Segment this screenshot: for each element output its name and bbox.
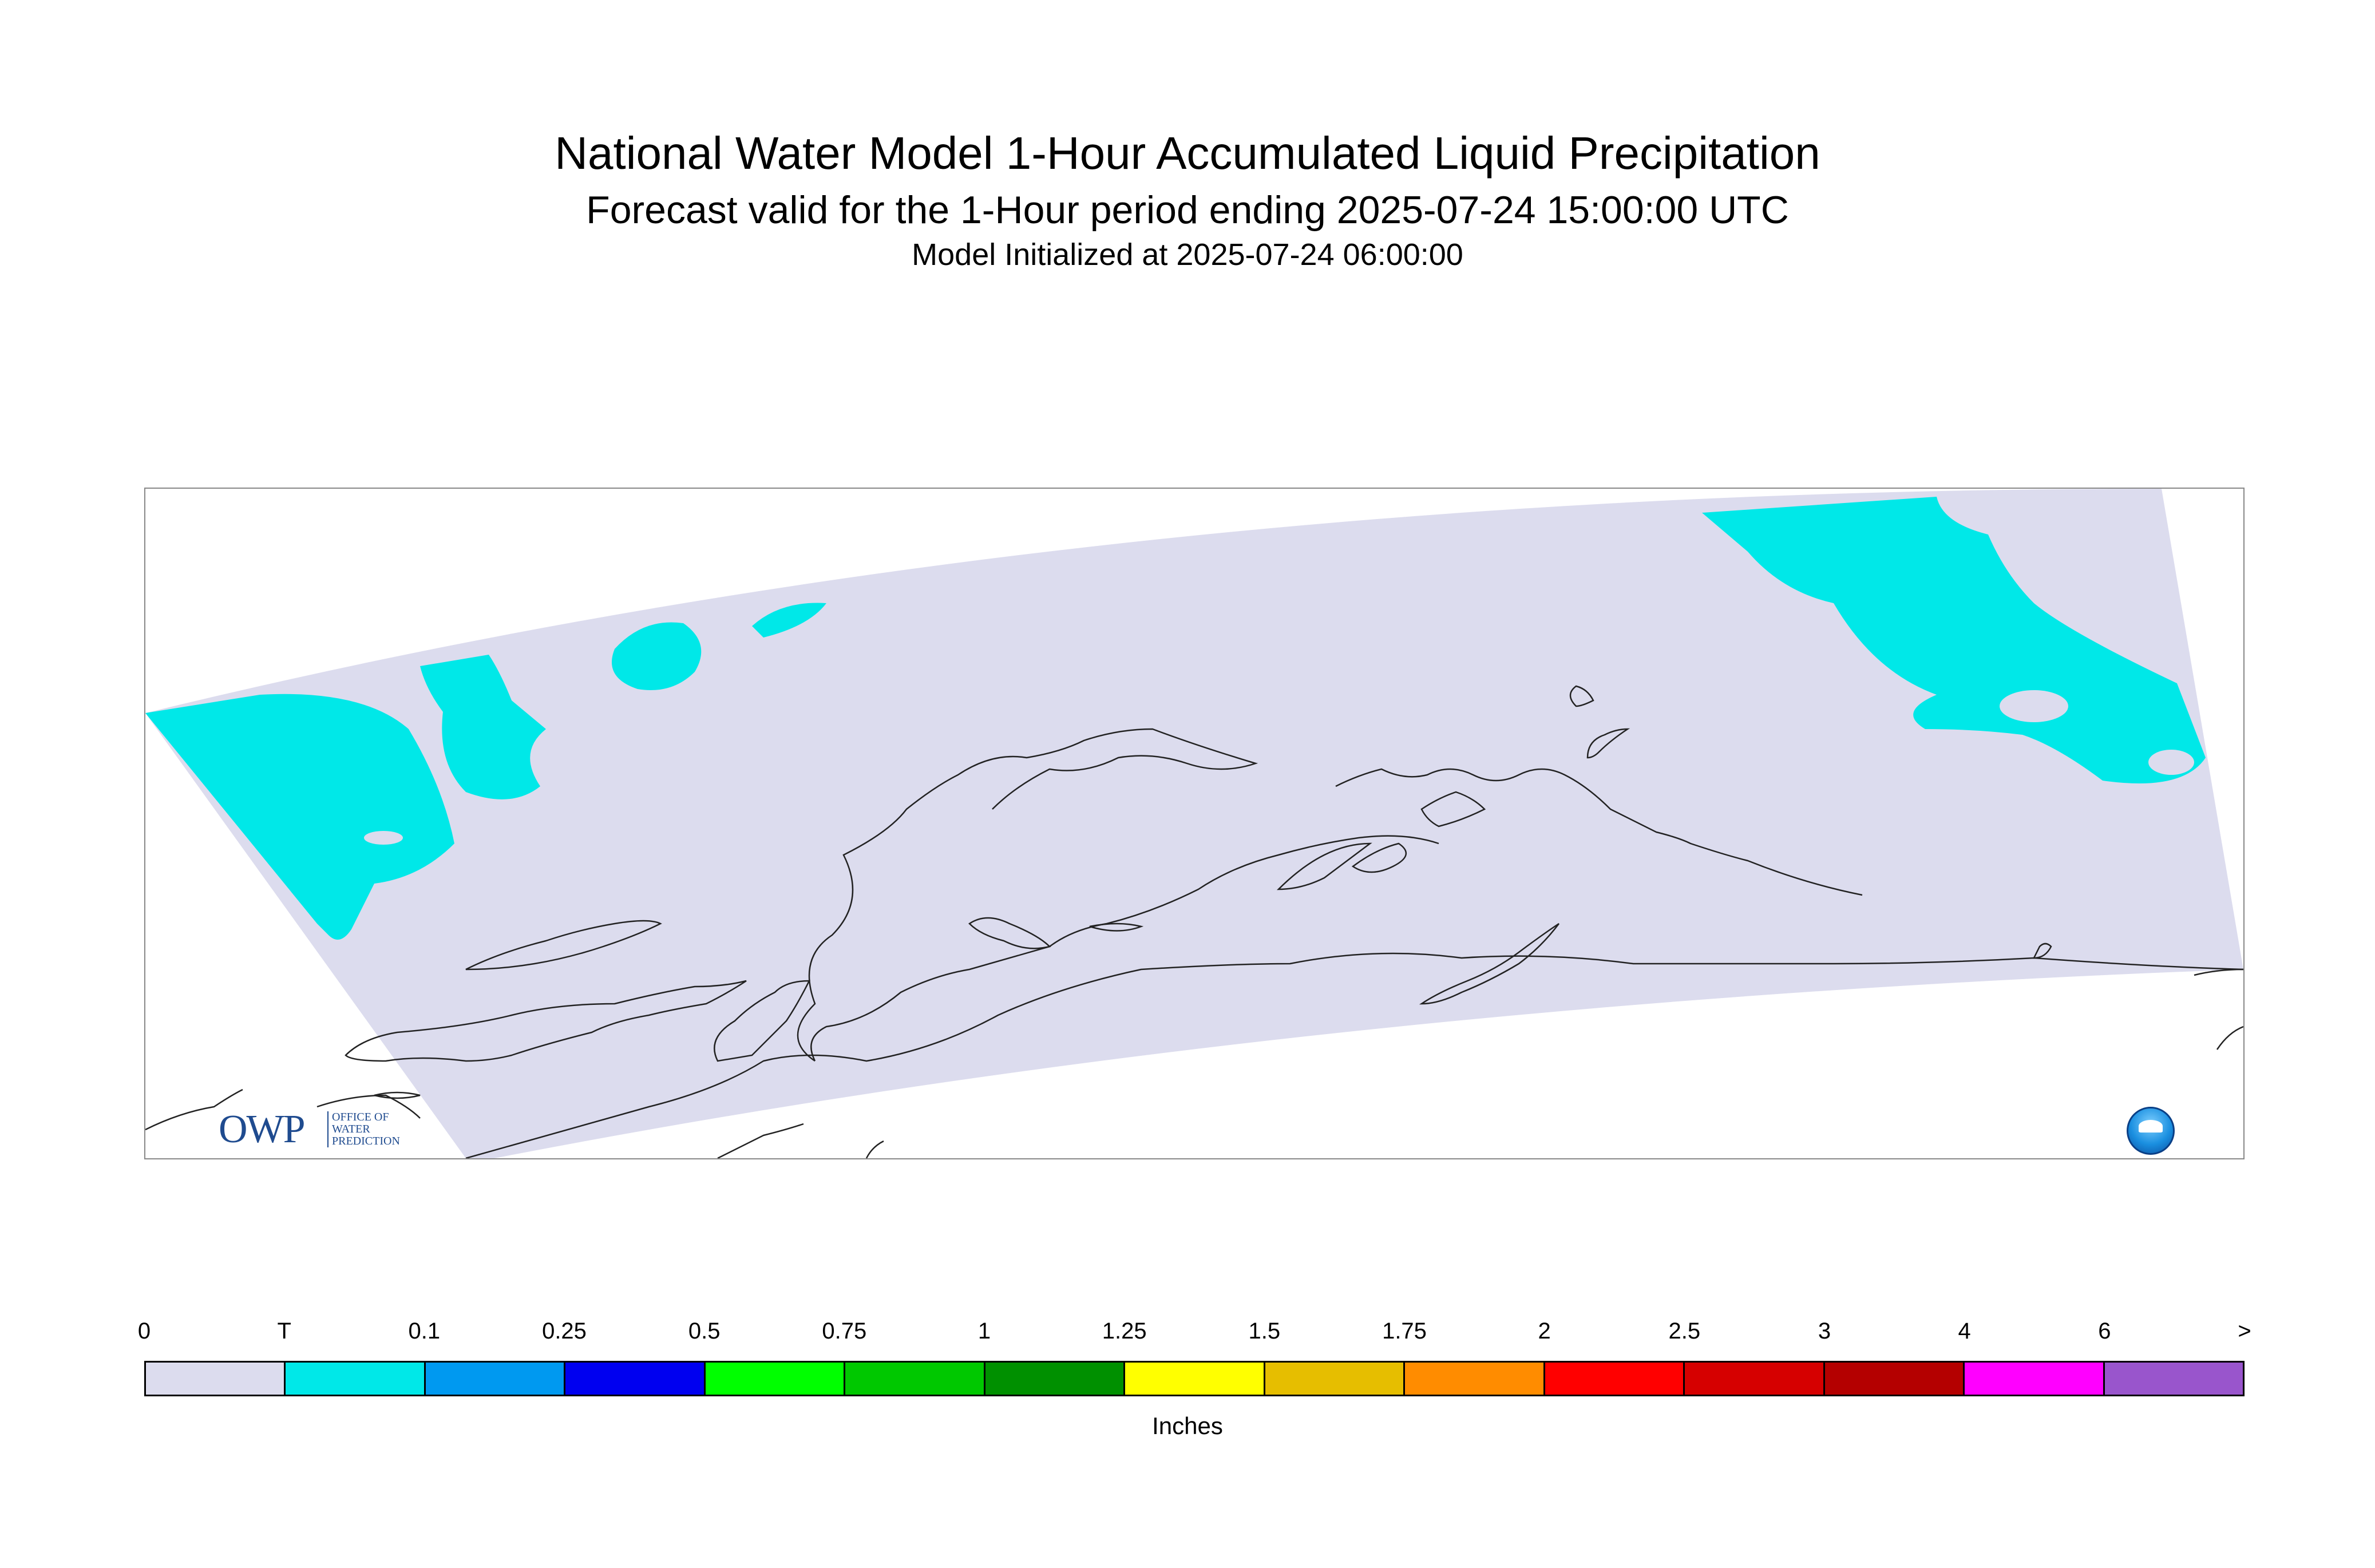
precip-area-blob-1 — [612, 622, 702, 690]
legend-tick-label: 0.1 — [408, 1318, 441, 1344]
owp-logo-mark: OWP — [219, 1107, 306, 1151]
legend-tick-label: 0.5 — [688, 1318, 721, 1344]
legend-tick-label: 1.5 — [1248, 1318, 1281, 1344]
legend-tick-label: 1 — [977, 1318, 991, 1344]
legend-swatch-5 — [845, 1363, 985, 1395]
noaa-logo-icon — [2127, 1107, 2175, 1155]
legend-tick-label: 1.75 — [1382, 1318, 1427, 1344]
precip-area-bristol — [420, 655, 546, 799]
coastlines — [145, 685, 2243, 1158]
precip-area-west — [145, 694, 454, 940]
legend-tick-label: 1.25 — [1102, 1318, 1147, 1344]
legend-swatch-0 — [146, 1363, 286, 1395]
owp-logo: OWP OFFICE OF WATER PREDICTION — [219, 1108, 425, 1151]
legend-tick-label: T — [277, 1318, 291, 1344]
legend-tick-label: 2.5 — [1668, 1318, 1701, 1344]
legend-swatch-12 — [1824, 1363, 1965, 1395]
page-title: National Water Model 1-Hour Accumulated … — [555, 128, 1820, 179]
precip-areas — [145, 497, 2206, 940]
legend-swatch-11 — [1685, 1363, 1825, 1395]
legend-swatch-7 — [1125, 1363, 1265, 1395]
model-init-line: Model Initialized at 2025-07-24 06:00:00 — [912, 237, 1463, 272]
legend-swatch-6 — [985, 1363, 1126, 1395]
precipitation-map: OWP OFFICE OF WATER PREDICTION — [144, 488, 2245, 1159]
legend-swatch-14 — [2104, 1363, 2243, 1395]
legend-swatch-3 — [565, 1363, 706, 1395]
legend-swatch-8 — [1265, 1363, 1406, 1395]
legend-swatch-4 — [705, 1363, 846, 1395]
legend-swatch-13 — [1965, 1363, 2105, 1395]
legend-tick-label: 6 — [2098, 1318, 2111, 1344]
legend-tick-label: 0.75 — [822, 1318, 867, 1344]
owp-logo-subtext: OFFICE OF WATER PREDICTION — [327, 1111, 400, 1147]
legend-swatch-10 — [1545, 1363, 1685, 1395]
legend-tick-label: > — [2238, 1318, 2251, 1344]
legend-tick-label: 2 — [1538, 1318, 1551, 1344]
legend-labels: 0 T 0.1 0.25 0.5 0.75 1 1.25 1.5 1.75 2 2.5 3 4 6 > — [0, 1318, 2375, 1353]
legend-swatch-1 — [286, 1363, 426, 1395]
map-canvas — [145, 489, 2243, 1158]
forecast-valid-subtitle: Forecast valid for the 1-Hour period end… — [586, 188, 1789, 232]
legend-units-label: Inches — [1152, 1412, 1223, 1439]
legend-swatch-9 — [1405, 1363, 1545, 1395]
legend-color-bar — [144, 1361, 2245, 1396]
legend-tick-label: 0.25 — [542, 1318, 587, 1344]
legend-tick-label: 3 — [1818, 1318, 1831, 1344]
precip-area-blob-2 — [752, 603, 826, 638]
legend-swatch-2 — [425, 1363, 566, 1395]
noaa-bird-icon — [2139, 1120, 2163, 1133]
precip-area-east — [1702, 497, 2206, 783]
legend-tick-label: 0 — [137, 1318, 151, 1344]
legend-tick-label: 4 — [1958, 1318, 1971, 1344]
